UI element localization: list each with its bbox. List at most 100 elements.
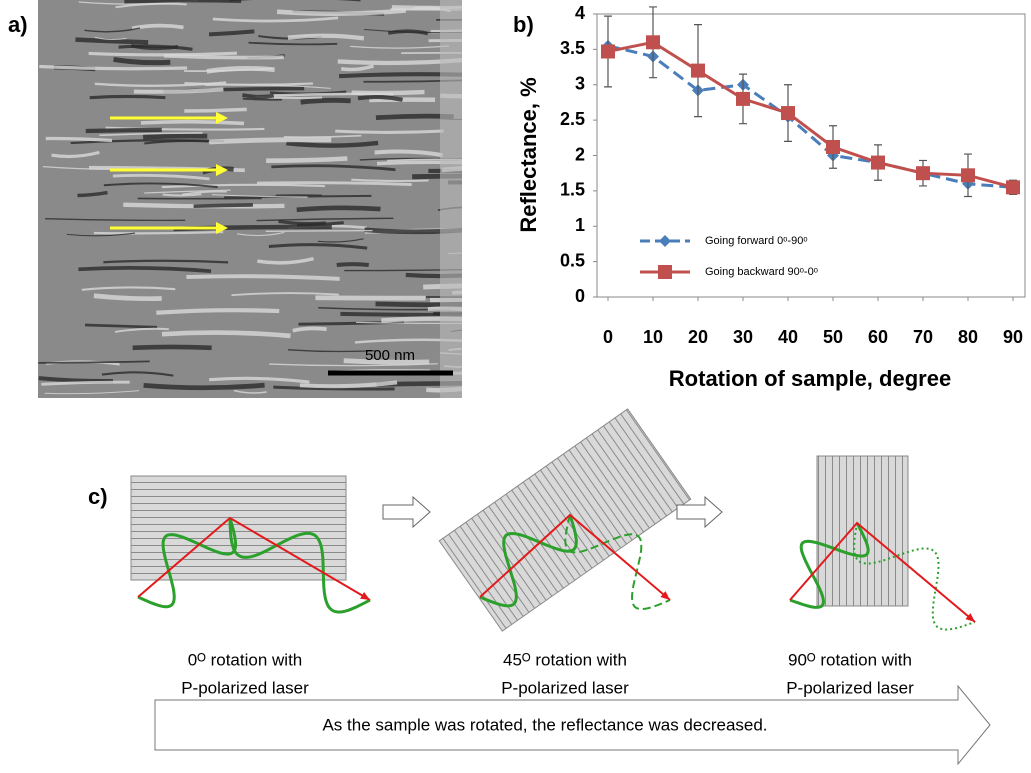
x-tick-label: 0 <box>603 327 613 347</box>
sem-streak <box>99 132 203 137</box>
x-tick-label: 50 <box>823 327 843 347</box>
y-tick-label: 1 <box>575 215 585 235</box>
sem-streak <box>208 29 255 37</box>
sem-streak <box>161 183 325 189</box>
sem-streak <box>257 256 314 265</box>
sem-streak <box>298 320 405 326</box>
sem-streak <box>163 53 284 60</box>
sem-streak <box>133 87 224 94</box>
sem-streak <box>344 269 462 272</box>
sem-streak <box>448 252 462 255</box>
sem-streak <box>343 358 430 365</box>
sem-streak <box>81 286 176 291</box>
sem-streak <box>387 158 462 162</box>
sem-streak <box>143 382 265 391</box>
sem-streak <box>364 29 462 34</box>
sem-streak <box>93 230 224 235</box>
sem-streak <box>248 41 338 46</box>
sem-streak <box>429 297 462 303</box>
sem-streak <box>299 380 398 389</box>
sem-streak <box>256 217 394 222</box>
y-axis-label: Reflectance, % <box>516 77 541 232</box>
sem-streak <box>184 82 313 86</box>
sem-streak <box>156 308 280 315</box>
sem-streak <box>340 64 375 72</box>
sem-streak <box>364 227 462 235</box>
sem-streak <box>233 389 267 394</box>
sem-streak <box>77 190 108 198</box>
y-tick-label: 2.5 <box>560 109 585 129</box>
grating <box>130 475 347 581</box>
caption: P-polarized laser <box>181 678 309 697</box>
y-tick-label: 3 <box>575 74 585 94</box>
sem-streak <box>51 150 100 159</box>
marker <box>916 166 930 181</box>
sem-streak <box>381 316 462 323</box>
marker <box>961 168 975 183</box>
sem-streak <box>193 203 253 208</box>
sem-streak <box>45 218 186 222</box>
y-tick-label: 0.5 <box>560 250 585 270</box>
light-wave <box>228 517 371 614</box>
step-arrow <box>676 495 723 529</box>
arrow-head <box>660 591 670 600</box>
series-line <box>607 40 1014 189</box>
marker <box>601 44 615 59</box>
sem-streak <box>94 36 127 41</box>
sem-streak <box>300 97 351 105</box>
sem-streak <box>38 360 150 364</box>
sem-streak <box>287 349 376 353</box>
marker <box>736 91 750 106</box>
plot: 00.511.522.533.540 10 20 30 40 50 60 70 80 90Goin… <box>560 3 1023 347</box>
y-tick-label: 4 <box>575 3 585 23</box>
y-tick-label: 0 <box>575 286 585 306</box>
sem-streak <box>423 283 462 290</box>
sem-streak <box>242 97 283 101</box>
sem-streak <box>376 160 462 166</box>
sem-streak <box>131 44 179 51</box>
sem-streak <box>124 0 242 4</box>
caption: 90ᴼ rotation with <box>788 650 912 669</box>
step-arrow <box>382 495 431 529</box>
sem-streak <box>268 92 394 98</box>
marker <box>826 140 840 155</box>
sem-streak <box>265 229 373 233</box>
sem-streak <box>103 182 218 189</box>
marker <box>781 106 795 121</box>
x-tick-label: 60 <box>868 327 888 347</box>
sem-streak <box>374 149 444 158</box>
arrow-head <box>360 591 370 600</box>
scale-bar-label: 500 nm <box>365 347 415 364</box>
sem-streak <box>296 205 381 213</box>
sem-streak <box>93 293 162 302</box>
sem-streak <box>39 64 188 71</box>
sem-streak <box>351 178 429 183</box>
sem-streak <box>212 16 339 23</box>
sem-streak <box>41 380 130 386</box>
sem-streak <box>276 8 407 16</box>
sem-streak <box>338 72 462 79</box>
sem-streak <box>271 164 396 172</box>
plot-frame <box>596 13 1026 298</box>
sem-streak <box>84 27 141 33</box>
light-wave <box>789 522 870 609</box>
sem-streak <box>44 390 140 395</box>
legend-marker <box>659 235 671 247</box>
sem-streak <box>144 189 231 194</box>
sem-streak <box>242 93 275 99</box>
sem-streak <box>340 311 462 317</box>
sem-streak <box>88 51 238 57</box>
laser-beam <box>137 516 371 601</box>
panel-label: b) <box>513 12 534 37</box>
sem-streak <box>273 385 395 391</box>
sem-streak <box>357 94 403 102</box>
caption: 0ᴼ rotation with <box>188 650 303 669</box>
sem-streak <box>257 181 412 186</box>
diagram: As the sample was rotated, the reflectan… <box>130 408 991 766</box>
marker <box>691 63 705 78</box>
x-tick-label: 20 <box>688 327 708 347</box>
arrow-text: As the sample was rotated, the reflectan… <box>322 715 767 734</box>
sem-streak <box>161 330 291 339</box>
sem-streak <box>103 259 229 264</box>
sem-streak <box>430 29 462 34</box>
